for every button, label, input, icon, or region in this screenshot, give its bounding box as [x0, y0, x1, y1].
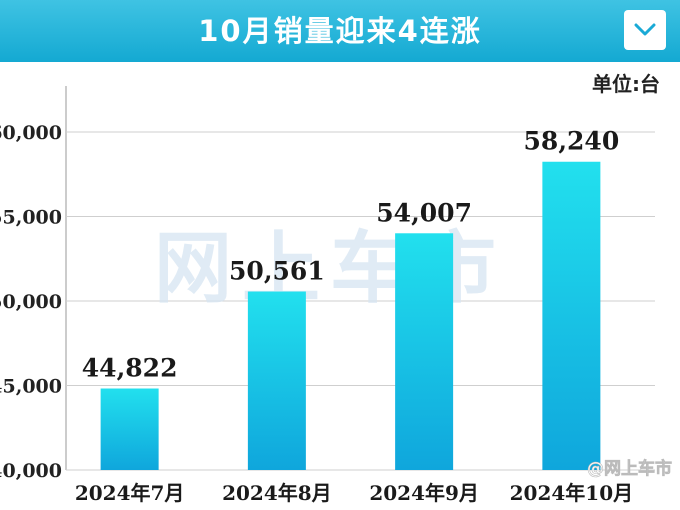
chevron-down-icon	[634, 23, 656, 36]
x-tick-label: 2024年8月	[222, 481, 332, 505]
page-title: 10月销量迎来4连涨	[198, 14, 482, 48]
dropdown-button[interactable]	[624, 10, 666, 50]
watermark: 网上车市	[154, 224, 506, 314]
x-tick-label: 2024年10月	[510, 481, 634, 505]
y-tick-label: 50,000	[0, 291, 62, 313]
unit-label: 单位:台	[592, 72, 660, 96]
y-tick-label: 45,000	[0, 376, 62, 398]
bar-value-label: 58,240	[524, 127, 620, 156]
y-tick-label: 60,000	[0, 122, 62, 144]
header-bar: 10月销量迎来4连涨	[0, 0, 680, 62]
watermark-small: @网上车市	[587, 458, 672, 479]
y-tick-label: 40,000	[0, 460, 62, 482]
bar	[542, 161, 601, 470]
y-tick-label: 55,000	[0, 207, 62, 229]
bar-value-label: 44,822	[82, 354, 178, 383]
bar	[395, 233, 454, 470]
x-tick-label: 2024年9月	[369, 481, 479, 505]
bar	[247, 291, 306, 470]
bar	[100, 388, 159, 470]
x-tick-label: 2024年7月	[75, 481, 185, 505]
bar-value-label: 54,007	[376, 198, 472, 227]
bar-value-label: 50,561	[229, 257, 325, 286]
